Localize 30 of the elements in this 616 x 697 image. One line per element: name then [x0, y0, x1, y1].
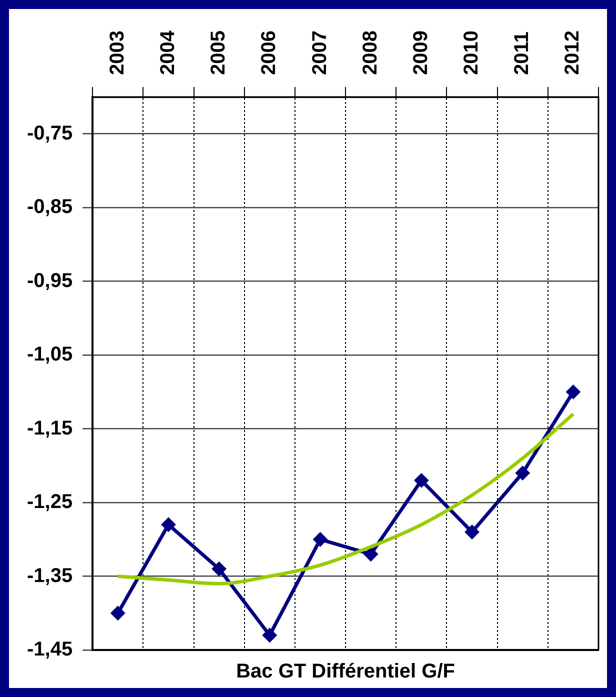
point	[212, 562, 226, 576]
x-tick-label: 2008	[359, 30, 382, 75]
x-tick-label: 2005	[208, 30, 230, 75]
x-tick-label: 2009	[410, 30, 432, 75]
point	[566, 385, 580, 399]
y-tick-label: -1,45	[26, 638, 73, 661]
x-tick-label: 2011	[511, 32, 534, 75]
y-tick-label: -1,15	[26, 417, 73, 440]
y-tick-label: -0,95	[26, 270, 73, 292]
point	[262, 628, 276, 642]
point	[465, 525, 479, 539]
y-tick-label: -1,35	[26, 564, 73, 587]
point	[414, 474, 428, 488]
point	[314, 532, 327, 546]
y-tick-label: -1,25	[26, 491, 73, 514]
x-tick-label: 2010	[460, 30, 483, 75]
y-tick-label: -0,85	[26, 196, 73, 218]
x-tick-label: 2007	[308, 30, 331, 75]
x-axis-title: Bac GT Différentiel G/F	[236, 660, 456, 683]
y-tick-label: -1,05	[26, 344, 73, 366]
x-tick-label: 2003	[106, 30, 128, 75]
x-tick-label: 2004	[156, 30, 179, 75]
x-tick-label: 2012	[562, 30, 584, 75]
point	[364, 547, 378, 561]
x-tick-label: 2006	[258, 30, 280, 75]
point	[162, 518, 176, 532]
line-series	[116, 412, 575, 586]
point	[516, 466, 530, 480]
y-tick-label: -0,75	[26, 122, 73, 144]
point	[111, 606, 125, 620]
